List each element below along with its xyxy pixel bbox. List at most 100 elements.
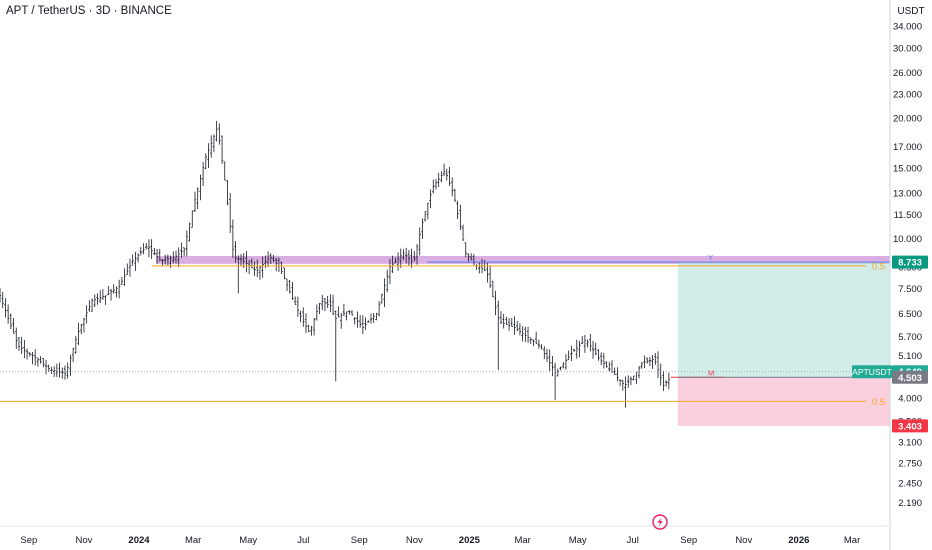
- candle: [505, 316, 508, 325]
- candle: [150, 239, 153, 259]
- target-price-badge-text: 8.733: [898, 258, 922, 269]
- candle: [624, 376, 627, 408]
- candle: [223, 161, 226, 181]
- candle: [201, 161, 205, 186]
- candle: [432, 179, 435, 194]
- x-tick-label: Sep: [351, 535, 368, 546]
- candle: [651, 354, 654, 370]
- candle: [4, 298, 7, 318]
- candle: [442, 163, 446, 177]
- candle: [524, 326, 527, 342]
- candle: [50, 366, 53, 374]
- candle: [429, 189, 432, 209]
- y-tick-label: 2.190: [898, 498, 922, 509]
- candle: [155, 249, 159, 264]
- x-tick-label: Sep: [680, 535, 697, 546]
- candle: [34, 349, 37, 366]
- candle: [575, 339, 578, 359]
- candle: [648, 356, 652, 367]
- time-axis[interactable]: Sep Nov 2024 Mar May Jul Sep Nov 2025 Mar May Jul Se…: [20, 535, 860, 546]
- entry-price-badge-text: 4.503: [898, 373, 922, 384]
- candle: [299, 310, 302, 323]
- candle: [15, 327, 18, 349]
- candle: [283, 267, 286, 280]
- x-tick-label: May: [569, 535, 587, 546]
- candle: [25, 348, 29, 360]
- candle: [258, 265, 262, 280]
- fib-label: 0.5: [872, 397, 885, 408]
- y-tick-label: 11.500: [894, 210, 922, 221]
- candle: [180, 242, 183, 258]
- candle: [375, 312, 378, 321]
- candle: [548, 349, 551, 372]
- candle: [17, 336, 21, 351]
- candle: [142, 243, 145, 255]
- candle: [410, 248, 413, 268]
- x-tick-label: Jul: [297, 535, 309, 546]
- candle: [74, 335, 78, 354]
- candle: [55, 363, 59, 378]
- chart-title: APT / TetherUS · 3D · BINANCE: [6, 5, 172, 17]
- candle: [497, 300, 500, 370]
- candle: [207, 143, 210, 169]
- y-tick-label: 20.000: [893, 114, 922, 125]
- candle: [104, 295, 107, 305]
- resistance-zone[interactable]: [156, 255, 890, 264]
- symbol-tag: [852, 365, 892, 379]
- candle: [36, 357, 40, 367]
- candle: [339, 312, 343, 329]
- candle: [618, 379, 622, 386]
- long-target-zone[interactable]: [677, 262, 890, 378]
- candle: [564, 354, 568, 370]
- candle: [218, 123, 221, 145]
- candle: [126, 263, 129, 275]
- candle: [413, 251, 416, 262]
- candle: [426, 202, 430, 220]
- candle: [302, 307, 305, 327]
- candle: [399, 248, 402, 269]
- candle: [459, 204, 462, 231]
- candle: [117, 279, 121, 299]
- candle: [85, 305, 88, 324]
- candle: [323, 297, 327, 312]
- candle: [475, 264, 478, 270]
- candle: [597, 349, 600, 361]
- candle: [534, 331, 538, 344]
- candle: [383, 278, 386, 307]
- candle: [131, 254, 134, 266]
- candle: [182, 247, 186, 257]
- candle: [20, 336, 23, 354]
- candle: [532, 339, 535, 347]
- candle: [39, 356, 42, 364]
- candle: [572, 348, 576, 353]
- candle: [488, 265, 492, 289]
- candle: [448, 166, 451, 186]
- candle: [643, 355, 646, 369]
- candle: [226, 180, 229, 206]
- candle: [237, 255, 240, 294]
- candle: [364, 317, 367, 330]
- candle: [664, 380, 668, 387]
- candle: [177, 247, 180, 268]
- target-price-badge: [892, 255, 928, 269]
- candle: [77, 322, 80, 346]
- candle: [494, 290, 497, 316]
- candle: [667, 372, 671, 390]
- candle: [1, 292, 4, 308]
- y-tick-label: 2.450: [898, 478, 922, 489]
- y-tick-label: 23.000: [893, 89, 922, 100]
- x-tick-label: 2024: [128, 535, 150, 546]
- candle: [377, 301, 381, 317]
- candle: [88, 300, 91, 312]
- candle: [407, 249, 411, 267]
- candle: [123, 268, 126, 286]
- lightning-logo-icon[interactable]: [652, 514, 668, 530]
- candle: [315, 304, 319, 321]
- axis-unit-label: USDT: [897, 6, 924, 17]
- candle: [158, 248, 161, 262]
- candle: [193, 191, 197, 212]
- candle: [239, 254, 243, 267]
- candle: [0, 287, 2, 303]
- x-tick-label: Mar: [844, 535, 860, 546]
